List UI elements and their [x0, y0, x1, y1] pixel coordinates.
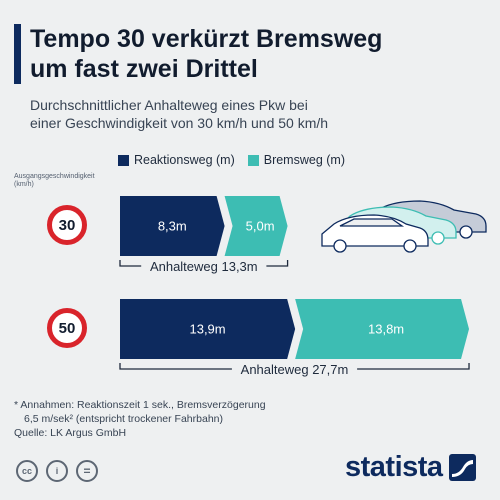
footnote-assumptions-line1: * Annahmen: Reaktionszeit 1 sek., Bremsv…: [14, 399, 266, 411]
cars-illustration: [321, 200, 487, 253]
total-label-30: Anhalteweg 13,3m: [150, 259, 258, 274]
total-label-bg-50: [231, 363, 358, 377]
attribution-icon[interactable]: i: [46, 460, 68, 482]
y-axis-label: Ausgangsgeschwindigkeit (km/h): [14, 173, 95, 188]
legend-item-reaction: Reaktionsweg (m): [118, 153, 235, 167]
legend-swatch-reaction: [118, 154, 129, 166]
bar-braking-50: [295, 299, 470, 359]
total-label-bg-30: [141, 260, 267, 274]
chart-title: Tempo 30 verkürzt Bremsweg um fast zwei …: [30, 25, 383, 83]
bar-reaction-50: [120, 299, 296, 359]
legend-item-braking: Bremsweg (m): [247, 153, 345, 167]
bar-braking-30: [224, 196, 288, 256]
bar-label-braking-30: 5,0m: [246, 219, 275, 234]
bar-label-braking-50: 13,8m: [368, 322, 404, 337]
bar-label-reaction-30: 8,3m: [158, 219, 187, 234]
cc-icon[interactable]: cc: [16, 460, 38, 482]
bar-label-reaction-50: 13,9m: [189, 322, 225, 337]
chart-subtitle: Durchschnittlicher Anhalteweg eines Pkw …: [30, 97, 329, 131]
legend: Reaktionsweg (m) Bremsweg (m): [118, 153, 358, 167]
legend-label-reaction: Reaktionsweg (m): [134, 153, 235, 167]
speed-sign-30: 30: [47, 205, 87, 245]
car-front-icon: [321, 214, 429, 253]
statista-logo-icon: [448, 454, 476, 481]
brand-name: statista: [345, 451, 443, 483]
legend-label-braking: Bremsweg (m): [263, 153, 345, 167]
title-accent-bar: [14, 24, 21, 84]
speed-sign-50: 50: [47, 308, 87, 348]
bars-group: 8,3m 5,0m Anhalteweg 13,3m 13,9m 13,8m Anhalt…: [119, 196, 470, 377]
bar-reaction-30: [120, 196, 225, 256]
footnote-assumptions-line2: 6,5 m/sek² (entspricht trockener Fahrbah…: [24, 413, 223, 425]
legend-swatch-braking: [247, 154, 259, 166]
footnote: * Annahmen: Reaktionszeit 1 sek., Bremsv…: [14, 398, 414, 440]
statista-logo[interactable]: statista: [345, 451, 476, 484]
total-label-50: Anhalteweg 27,7m: [241, 362, 349, 377]
no-derivatives-icon[interactable]: =: [76, 460, 98, 482]
footnote-source: Quelle: LK Argus GmbH: [14, 427, 127, 439]
